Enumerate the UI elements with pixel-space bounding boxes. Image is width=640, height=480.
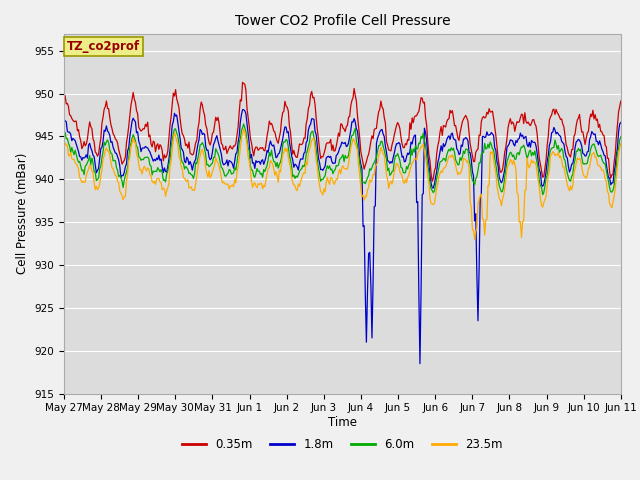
- 23.5m: [606, 201, 614, 206]
- 0.35m: [393, 122, 401, 128]
- Legend: 0.35m, 1.8m, 6.0m, 23.5m: 0.35m, 1.8m, 6.0m, 23.5m: [177, 433, 508, 456]
- Line: 1.8m: 1.8m: [64, 109, 621, 364]
- 23.5m: [60, 143, 68, 148]
- 6.0m: [393, 153, 401, 159]
- 1.8m: [239, 107, 246, 112]
- 0.35m: [362, 159, 370, 165]
- 23.5m: [393, 161, 401, 167]
- 23.5m: [240, 126, 248, 132]
- Y-axis label: Cell Pressure (mBar): Cell Pressure (mBar): [16, 153, 29, 274]
- 6.0m: [60, 136, 68, 142]
- 1.8m: [606, 175, 614, 180]
- 1.8m: [362, 339, 370, 345]
- 0.35m: [239, 79, 246, 85]
- 0.35m: [60, 93, 68, 98]
- 0.35m: [329, 142, 337, 148]
- 6.0m: [240, 121, 248, 127]
- 6.0m: [617, 134, 625, 140]
- 0.35m: [617, 98, 625, 104]
- Text: TZ_co2prof: TZ_co2prof: [67, 40, 140, 53]
- Title: Tower CO2 Profile Cell Pressure: Tower CO2 Profile Cell Pressure: [235, 14, 450, 28]
- 6.0m: [326, 163, 333, 168]
- 1.8m: [519, 132, 527, 138]
- 6.0m: [539, 192, 547, 198]
- 0.35m: [326, 140, 333, 146]
- 23.5m: [362, 194, 370, 200]
- 23.5m: [617, 141, 625, 146]
- 1.8m: [393, 141, 401, 146]
- 6.0m: [329, 171, 337, 177]
- 1.8m: [60, 118, 68, 123]
- 1.8m: [329, 161, 337, 167]
- X-axis label: Time: Time: [328, 416, 357, 429]
- 0.35m: [428, 179, 436, 184]
- 1.8m: [326, 155, 333, 160]
- Line: 23.5m: 23.5m: [64, 129, 621, 240]
- 23.5m: [519, 218, 527, 224]
- Line: 6.0m: 6.0m: [64, 124, 621, 195]
- 6.0m: [362, 178, 370, 183]
- 23.5m: [326, 181, 333, 187]
- 0.35m: [519, 112, 527, 118]
- 1.8m: [617, 120, 625, 125]
- 0.35m: [606, 169, 614, 175]
- 23.5m: [329, 178, 337, 184]
- 1.8m: [416, 361, 424, 367]
- 6.0m: [606, 185, 614, 191]
- 23.5m: [471, 237, 479, 242]
- 6.0m: [518, 144, 525, 150]
- Line: 0.35m: 0.35m: [64, 82, 621, 181]
